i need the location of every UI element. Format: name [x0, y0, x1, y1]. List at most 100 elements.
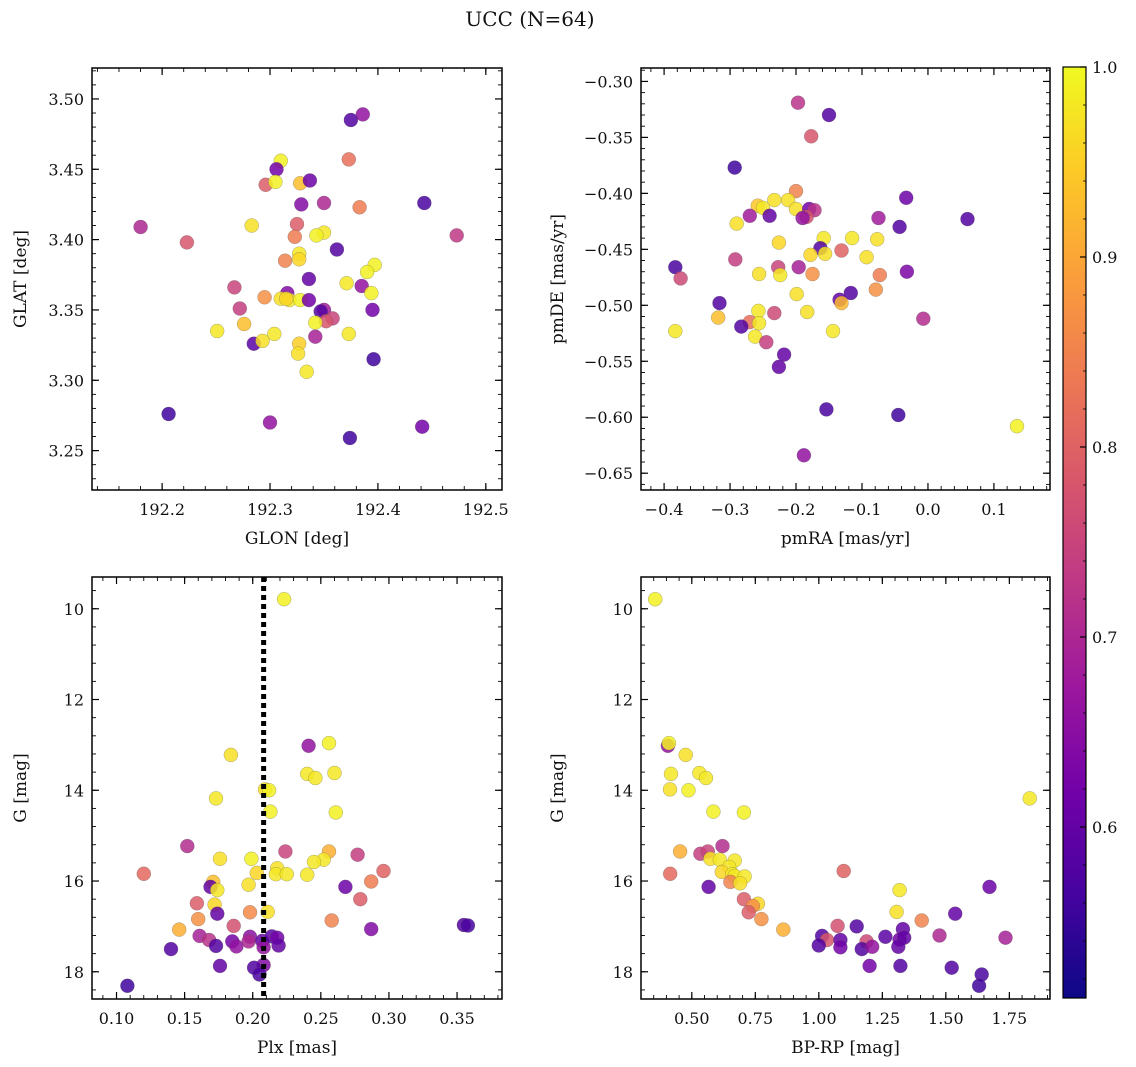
data-point	[732, 876, 748, 891]
x-tick-label: −0.3	[711, 500, 750, 519]
data-point	[648, 592, 663, 607]
data-point	[227, 280, 242, 295]
y-tick-label: 3.50	[48, 90, 84, 109]
data-point	[208, 938, 224, 954]
y-tick-label: 16	[64, 872, 84, 891]
data-point	[944, 960, 959, 975]
data-point	[982, 879, 997, 895]
data-point	[278, 844, 293, 859]
data-point	[836, 863, 851, 879]
x-tick-label: 0.30	[371, 1009, 407, 1028]
data-point	[244, 851, 259, 866]
data-point	[870, 232, 885, 247]
data-point	[300, 867, 315, 882]
y-axis-label: G [mag]	[11, 753, 31, 822]
x-tick-label: 192.4	[355, 500, 401, 519]
data-point	[294, 197, 309, 212]
x-tick-label: 1.50	[928, 1009, 964, 1028]
x-tick-label: 0.1	[981, 500, 1006, 519]
data-point	[661, 735, 677, 751]
x-tick-label: 0.20	[235, 1009, 271, 1028]
data-point	[210, 882, 225, 898]
data-point	[681, 783, 696, 798]
data-point	[899, 190, 914, 206]
x-tick-label: 1.25	[865, 1009, 901, 1028]
x-axis-label: Plx [mas]	[257, 1038, 337, 1058]
data-point	[376, 863, 391, 879]
data-point	[342, 430, 358, 446]
data-point	[364, 921, 379, 937]
data-point	[948, 906, 963, 921]
data-point	[341, 326, 356, 342]
data-point	[899, 264, 915, 279]
panel-bprp-g: 0.50 0.75 1.00 1.25 1.50 1.75 10 12 14 16 18 BP-RP …	[548, 576, 1051, 1058]
data-point	[715, 838, 730, 854]
axes-frame	[640, 67, 1051, 491]
data-point	[804, 129, 819, 144]
x-tick-label: −0.1	[843, 500, 882, 519]
x-tick-label: −0.4	[645, 500, 684, 519]
data-point	[776, 922, 791, 937]
data-point	[741, 905, 756, 920]
data-point	[773, 267, 788, 283]
data-point	[862, 958, 877, 974]
data-point	[289, 216, 305, 232]
y-tick-label: 10	[64, 600, 84, 619]
data-point	[872, 267, 887, 283]
data-point	[241, 877, 256, 892]
data-point	[678, 747, 693, 763]
x-tick-label: 192.2	[139, 500, 185, 519]
points-bprp-g	[648, 592, 1037, 993]
panel-pmra-pmde: −0.4 −0.3 −0.2 −0.1 0.0 0.1 −0.65 −0.60 −0.55 −0.…	[548, 67, 1051, 549]
colorbar-gradient	[1062, 66, 1087, 999]
y-tick-label: 18	[613, 963, 633, 982]
y-tick-label: 14	[64, 781, 84, 800]
data-point	[891, 407, 906, 423]
data-point	[255, 333, 270, 349]
data-point	[212, 958, 228, 974]
points-glon-glat	[133, 107, 464, 446]
data-point	[871, 210, 886, 226]
x-axis-label: pmRA [mas/yr]	[781, 529, 910, 549]
data-point	[236, 316, 252, 332]
x-axis-label: BP-RP [mag]	[791, 1038, 900, 1058]
data-point	[914, 913, 929, 928]
data-point	[341, 152, 356, 167]
data-point	[916, 311, 931, 326]
data-point	[833, 940, 848, 955]
data-point	[736, 805, 752, 820]
data-point	[751, 266, 767, 282]
y-tick-label: 3.45	[48, 160, 84, 179]
points-pmra-pmde	[668, 95, 1025, 463]
panel-plx-g: 0.10 0.15 0.20 0.25 0.30 0.35 10 12 14 16 18 Plx [m…	[11, 576, 503, 1058]
data-point	[843, 285, 858, 301]
colorbar-tick-label: 0.7	[1092, 628, 1117, 647]
colorbar-tick-label: 0.6	[1092, 818, 1117, 837]
y-tick-label: 16	[613, 872, 633, 891]
data-point	[179, 235, 195, 250]
data-point	[268, 174, 283, 190]
data-point	[891, 939, 906, 954]
y-tick-label: −0.35	[584, 128, 633, 147]
x-axis-label: GLON [deg]	[245, 529, 349, 549]
data-point	[277, 253, 293, 268]
data-point	[706, 804, 721, 819]
data-point	[180, 838, 195, 854]
data-point	[449, 228, 464, 243]
data-point	[301, 292, 317, 308]
data-point	[279, 291, 294, 306]
data-point	[734, 319, 749, 334]
data-point	[663, 766, 679, 782]
y-tick-label: 3.35	[48, 301, 84, 320]
data-point	[133, 219, 148, 235]
data-point	[893, 958, 908, 974]
y-axis-label: GLAT [deg]	[11, 230, 31, 328]
data-point	[663, 866, 678, 881]
data-point	[878, 929, 893, 944]
data-point	[249, 865, 264, 881]
data-point	[260, 904, 275, 920]
data-point	[759, 335, 774, 350]
data-point	[796, 448, 812, 463]
data-point	[190, 911, 206, 927]
data-point	[208, 791, 224, 806]
